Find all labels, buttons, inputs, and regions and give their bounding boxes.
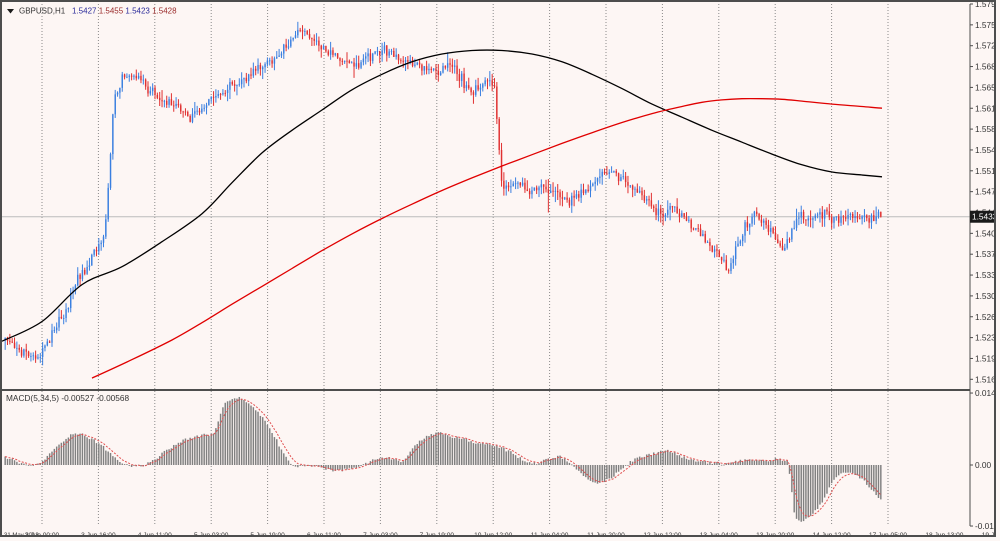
svg-text:-0.0124: -0.0124: [975, 521, 996, 531]
svg-text:14 Jun 12:00: 14 Jun 12:00: [813, 532, 851, 537]
svg-text:1.5475: 1.5475: [975, 187, 996, 197]
svg-text:1.5433: 1.5433: [972, 212, 996, 222]
svg-text:1.5230: 1.5230: [975, 333, 996, 343]
svg-text:1.5790: 1.5790: [975, 2, 996, 9]
svg-text:17 Jun 05:00: 17 Jun 05:00: [869, 532, 907, 537]
svg-text:1.5265: 1.5265: [975, 312, 996, 322]
svg-text:1.5545: 1.5545: [975, 145, 996, 155]
svg-text:6 Jun 11:00: 6 Jun 11:00: [307, 532, 341, 537]
svg-text:0.01462: 0.01462: [975, 388, 996, 398]
svg-text:3 Jun 00:00: 3 Jun 00:00: [25, 532, 60, 537]
svg-text:11 Jun 20:00: 11 Jun 20:00: [587, 532, 625, 537]
svg-text:1.5405: 1.5405: [975, 228, 996, 238]
svg-text:7 Jun 03:00: 7 Jun 03:00: [363, 532, 398, 537]
svg-text:11 Jun 04:00: 11 Jun 04:00: [531, 532, 569, 537]
svg-text:1.5335: 1.5335: [975, 270, 996, 280]
svg-text:19 Jun 21:00: 19 Jun 21:00: [982, 532, 996, 537]
svg-text:4 Jun 11:00: 4 Jun 11:00: [138, 532, 172, 537]
svg-text:1.5685: 1.5685: [975, 62, 996, 72]
svg-text:1.5720: 1.5720: [975, 41, 996, 51]
svg-text:1.5580: 1.5580: [975, 124, 996, 134]
svg-text:5 Jun 03:00: 5 Jun 03:00: [194, 532, 229, 537]
svg-text:MACD(5,34,5) -0.00527 -0.00568: MACD(5,34,5) -0.00527 -0.00568: [6, 393, 130, 403]
svg-text:18 Jun 13:00: 18 Jun 13:00: [925, 532, 963, 537]
svg-text:13 Jun 04:00: 13 Jun 04:00: [700, 532, 738, 537]
svg-text:GBPUSD,H1: GBPUSD,H1: [19, 7, 66, 16]
svg-text:13 Jun 20:00: 13 Jun 20:00: [756, 532, 794, 537]
svg-text:3 Jun 16:00: 3 Jun 16:00: [81, 532, 116, 537]
svg-text:7 Jun 19:00: 7 Jun 19:00: [420, 532, 455, 537]
svg-text:1.5370: 1.5370: [975, 249, 996, 259]
svg-text:1.5510: 1.5510: [975, 166, 996, 176]
svg-text:1.5427 1.5455 1.5423 1.5428: 1.5427 1.5455 1.5423 1.5428: [72, 7, 177, 16]
svg-text:1.5650: 1.5650: [975, 82, 996, 92]
svg-text:12 Jun 12:00: 12 Jun 12:00: [643, 532, 681, 537]
svg-text:1.5615: 1.5615: [975, 103, 996, 113]
svg-text:10 Jun 12:00: 10 Jun 12:00: [474, 532, 512, 537]
svg-text:5 Jun 19:00: 5 Jun 19:00: [250, 532, 285, 537]
svg-text:1.5160: 1.5160: [975, 374, 996, 384]
svg-text:1.5195: 1.5195: [975, 353, 996, 363]
svg-text:1.5755: 1.5755: [975, 20, 996, 30]
svg-text:0.00: 0.00: [975, 460, 992, 470]
svg-text:1.5300: 1.5300: [975, 291, 996, 301]
